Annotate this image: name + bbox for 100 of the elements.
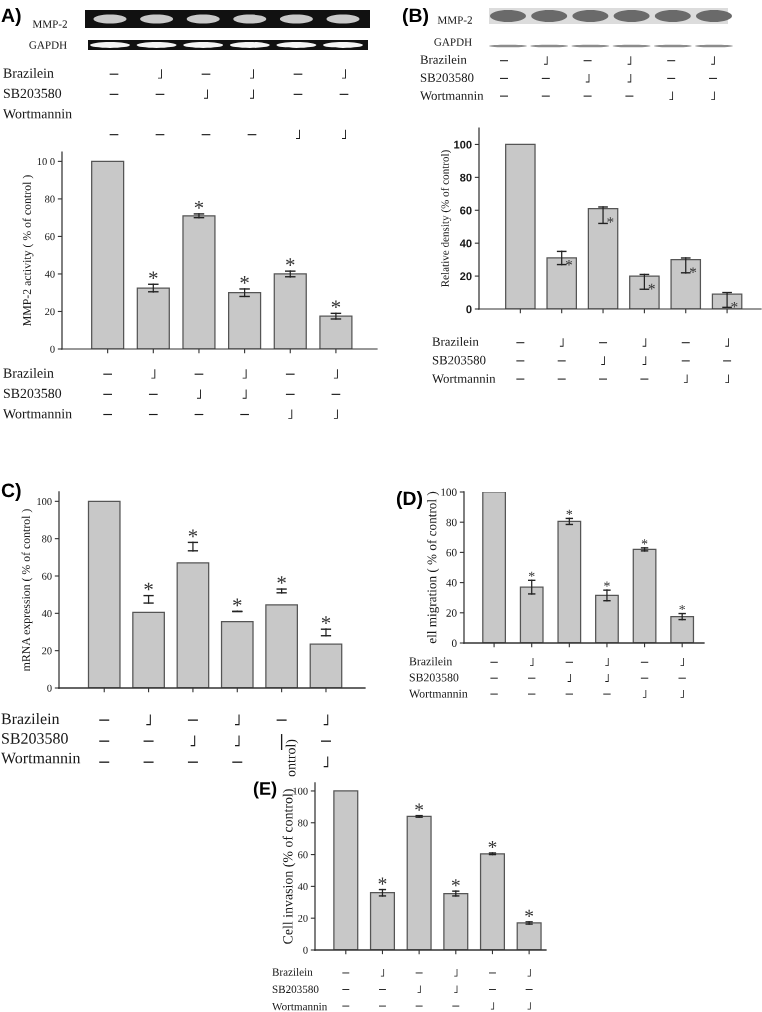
x-tick-label: ˩ ˩ − <box>240 369 249 416</box>
bar <box>87 500 121 688</box>
category-label: − − ˩ <box>640 661 649 698</box>
bar <box>557 520 582 643</box>
y-tick-label: 80 <box>42 535 52 543</box>
data-label: * <box>528 571 535 577</box>
chart-title: (D) <box>396 490 423 510</box>
x-tick-label: ˩ ˩ − <box>603 658 611 695</box>
bar <box>519 586 544 643</box>
y-tick-label: 0 <box>303 946 308 954</box>
y-tick-label: 40 <box>446 579 457 587</box>
category-label: ˩ − − <box>541 56 550 97</box>
category-label: ˩ − ˩ <box>709 56 717 101</box>
data-label: * <box>689 267 697 273</box>
text: MMP-2 <box>32 20 67 28</box>
bar <box>482 492 507 643</box>
x-tick-label: ˩ − ˩ <box>723 338 732 384</box>
bar <box>228 292 262 349</box>
data-label: * <box>648 283 655 290</box>
y-tick-label: 80 <box>298 819 308 827</box>
y-tick-label: 0 <box>466 305 472 314</box>
bar <box>319 315 353 349</box>
y-tick-label: 80 <box>446 518 457 527</box>
bar <box>632 548 657 643</box>
x-tick-label: ˩ − ˩ <box>320 714 331 768</box>
category-label: − − ˩ <box>488 972 496 1010</box>
y-tick-label: 20 <box>460 272 472 281</box>
category-label: − − ˩ <box>667 60 676 101</box>
x-tick-label: ˩ ˩ − <box>232 714 243 763</box>
text: A) <box>1 7 21 27</box>
y-axis-title: Relative density (% of control) <box>440 150 452 287</box>
x-axis-title: Brazilein SB203580 Wortmannin <box>409 657 468 698</box>
category-label: ˩ − ˩ <box>339 69 349 140</box>
y-tick-label: 20 <box>45 308 55 316</box>
category-label: − − − <box>490 661 498 695</box>
y-tick-label: 100 <box>441 488 457 496</box>
y-tick-label: 80 <box>45 195 55 203</box>
x-tick-label: ˩ ˩ − <box>452 969 460 1007</box>
y-tick-label: 80 <box>460 173 472 182</box>
y-tick-label: 20 <box>446 609 457 617</box>
y-tick-label: 40 <box>41 610 52 618</box>
category-label: ˩ − − <box>378 969 386 1007</box>
chart-title: C) <box>1 482 21 502</box>
category-label: − ˩ − <box>583 60 592 97</box>
category-label: ˩ − − <box>148 369 158 416</box>
y-tick-label: 60 <box>460 206 472 215</box>
data-label: * <box>525 909 534 917</box>
x-axis-title: Brazilein SB203580 Wortmannin <box>3 368 72 419</box>
x-tick-label: − ˩ − <box>415 972 423 1007</box>
bar <box>670 615 695 643</box>
category-label: ˩ − − <box>143 714 154 763</box>
x-tick-label: − ˩ − <box>187 719 198 763</box>
data-label: * <box>233 598 242 607</box>
bar <box>273 273 307 349</box>
text: GAPDH <box>434 38 472 46</box>
x-tick-label: − ˩ − <box>565 661 574 695</box>
data-label: * <box>566 509 573 515</box>
text: Brazilein SB203580 Wortmannin <box>420 55 484 101</box>
text: GAPDH <box>29 41 67 49</box>
y-tick-label: 40 <box>459 239 472 248</box>
x-tick-label: − ˩ − <box>194 373 204 416</box>
y-tick-label: 10 0 <box>37 158 55 166</box>
y-tick-label: 20 <box>42 647 52 655</box>
category-label: − − − <box>109 73 119 136</box>
bar <box>505 143 536 309</box>
bar <box>309 643 343 688</box>
y-tick-label: 20 <box>298 914 308 922</box>
data-label: * <box>144 582 153 591</box>
bar <box>91 160 125 349</box>
category-label: ˩ − − <box>557 338 566 380</box>
bar <box>182 215 216 349</box>
data-label: * <box>194 201 204 209</box>
chart-title: (E) <box>253 781 277 799</box>
data-label: * <box>679 604 685 611</box>
y-tick-label: 0 <box>47 684 52 692</box>
bar <box>406 815 432 950</box>
y-axis-title: MMP-2 activity ( % of control ) <box>22 175 34 326</box>
data-label: * <box>286 258 295 266</box>
data-label: * <box>149 271 158 280</box>
y-tick-label: 0 <box>451 639 457 647</box>
y-tick-label: 100 <box>37 498 52 506</box>
data-label: * <box>565 259 573 266</box>
category-label: − − ˩ <box>285 373 295 419</box>
x-axis-title: Brazilein SB203580 Wortmannin <box>272 968 328 1011</box>
category-label: ˩ ˩ − <box>247 69 257 136</box>
category-label: − − ˩ <box>681 342 690 384</box>
data-label: * <box>188 529 198 538</box>
y-axis-title: mRNA expression ( % of control ) <box>21 509 33 672</box>
bar <box>136 287 170 349</box>
bar <box>333 790 359 950</box>
y-tick-label: 40 <box>44 270 55 278</box>
bar <box>369 892 396 950</box>
x-axis-title: Brazilein SB203580 Wortmannin <box>432 337 496 384</box>
y-tick-label: 60 <box>298 851 308 859</box>
bar <box>479 853 506 950</box>
bar <box>443 892 469 950</box>
x-tick-label: ˩ ˩ − <box>640 338 649 380</box>
bar <box>629 275 660 309</box>
category-label: − − − <box>342 972 350 1007</box>
y-tick-label: 100 <box>454 140 472 149</box>
